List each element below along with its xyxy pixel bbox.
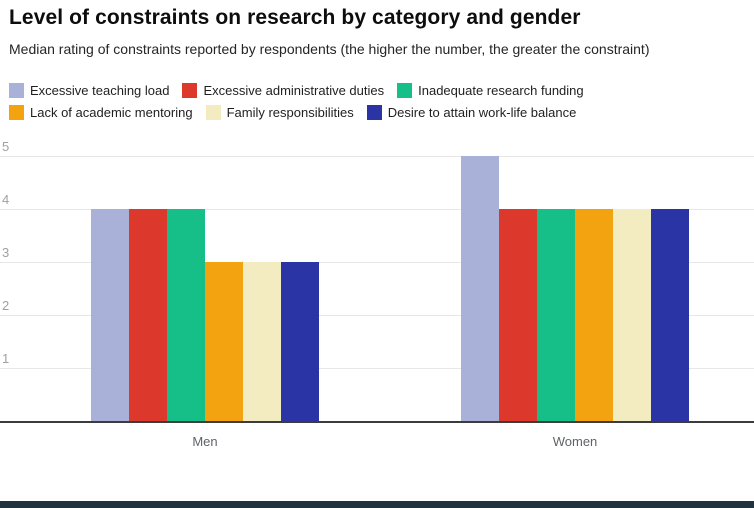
- x-axis-line: [0, 421, 754, 424]
- bar-women-series-4: [613, 209, 651, 422]
- legend-swatch: [366, 105, 382, 121]
- y-tick-label: 2: [2, 298, 10, 314]
- legend-swatch: [182, 83, 198, 99]
- y-tick-label: 4: [2, 192, 10, 208]
- bar-women-series-3: [575, 209, 613, 422]
- legend-item: Family responsibilities: [205, 105, 354, 121]
- y-tick-label: 3: [2, 245, 10, 261]
- bar-men-series-0: [91, 209, 129, 422]
- legend-swatch: [9, 83, 24, 99]
- legend-label: Inadequate research funding: [418, 83, 584, 99]
- gridline: [0, 156, 754, 158]
- x-axis-labels: Men Women: [0, 430, 754, 456]
- legend-row: Excessive teaching load Excessive adminis…: [9, 83, 754, 99]
- legend-swatch: [205, 105, 221, 121]
- legend-swatch: [9, 105, 24, 121]
- gridline: [0, 315, 754, 317]
- bar-men-series-1: [129, 209, 167, 422]
- bar-women-series-0: [461, 156, 499, 422]
- legend-item: Lack of academic mentoring: [9, 105, 193, 121]
- bar-women-series-1: [499, 209, 537, 422]
- bar-women-series-2: [537, 209, 575, 422]
- x-axis-label-men: Men: [192, 434, 218, 450]
- chart-subtitle: Median rating of constraints reported by…: [9, 41, 650, 57]
- legend-swatch: [397, 83, 413, 99]
- legend-row: Lack of academic mentoring Family respons…: [9, 105, 754, 121]
- legend-label: Excessive administrative duties: [203, 83, 385, 99]
- bar-men-series-3: [205, 262, 243, 422]
- chart-title: Level of constraints on research by cate…: [9, 6, 581, 29]
- legend-item: Desire to attain work-life balance: [366, 105, 577, 121]
- legend-item: Excessive administrative duties: [182, 83, 385, 99]
- legend: Excessive teaching load Excessive adminis…: [0, 59, 754, 121]
- bar-men-series-2: [167, 209, 205, 422]
- legend-label: Lack of academic mentoring: [30, 105, 193, 121]
- legend-label: Family responsibilities: [226, 105, 354, 121]
- y-tick-label: 1: [2, 351, 10, 367]
- legend-label: Excessive teaching load: [30, 83, 170, 99]
- legend-item: Inadequate research funding: [397, 83, 584, 99]
- bar-men-series-5: [281, 262, 319, 422]
- y-tick-label: 5: [2, 139, 10, 155]
- x-axis-label-women: Women: [552, 434, 598, 450]
- footer-accent-bar: [0, 501, 754, 508]
- plot-area: 1 2 3 4 5: [0, 139, 754, 424]
- legend-label: Desire to attain work-life balance: [387, 105, 577, 121]
- gridline: [0, 209, 754, 211]
- bar-women-series-5: [651, 209, 689, 422]
- legend-item: Excessive teaching load: [9, 83, 170, 99]
- gridline: [0, 368, 754, 370]
- bar-men-series-4: [243, 262, 281, 422]
- gridline: [0, 262, 754, 264]
